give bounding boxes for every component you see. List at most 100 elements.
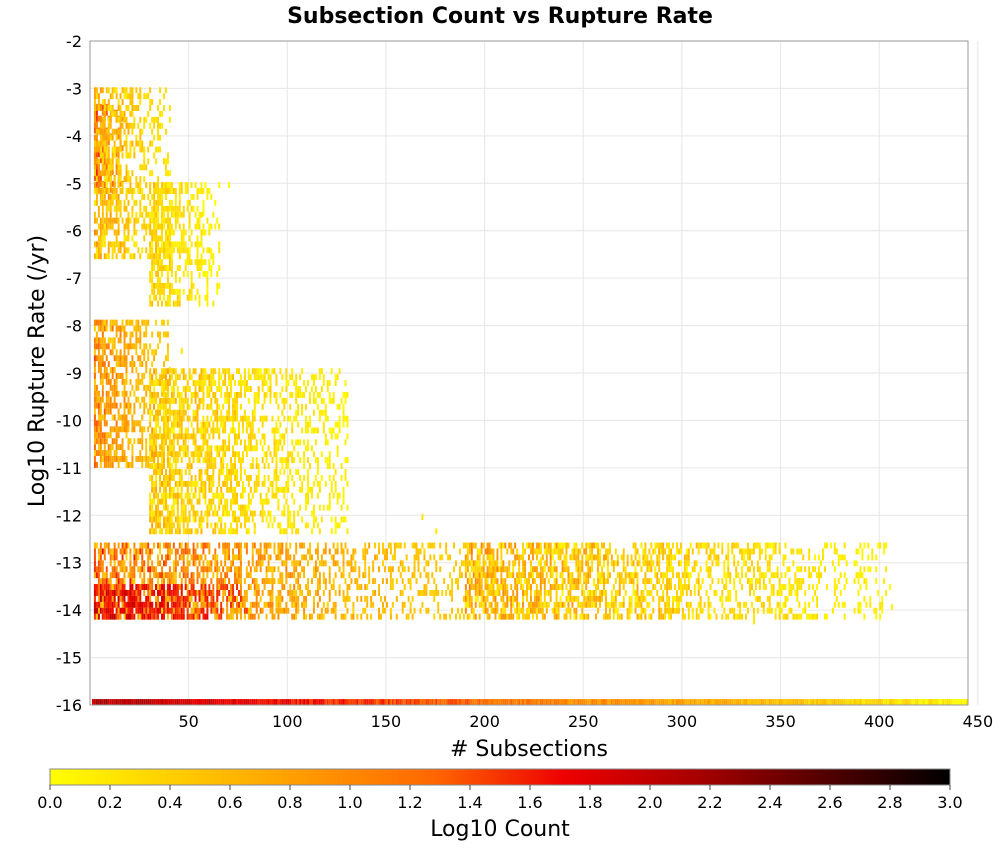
heatmap-cell [297,403,300,410]
heatmap-cell [295,595,298,602]
heatmap-cell [117,133,120,140]
heatmap-cell [212,463,215,470]
heatmap-cell [151,516,154,523]
heatmap-cell [338,566,341,573]
heatmap-cell [153,613,156,620]
heatmap-cell [486,554,489,561]
heatmap-cell [139,188,142,194]
heatmap-cell [172,386,175,392]
heatmap-cell [131,140,134,147]
heatmap-cell [202,613,205,620]
heatmap-cell [425,607,428,614]
heatmap-cell [161,199,164,206]
heatmap-cell [243,578,246,585]
heatmap-cell [129,93,132,100]
heatmap-cell [135,560,138,567]
heatmap-cell [184,439,187,446]
heatmap-cell [97,205,100,212]
heatmap-cell [198,613,201,620]
heatmap-cell [344,415,347,422]
heatmap-cell [249,607,252,614]
heatmap-cell [151,522,154,529]
heatmap-cell [239,391,242,398]
heatmap-cell [259,560,262,567]
heatmap-cell [157,391,160,398]
heatmap-cell [186,386,189,392]
heatmap-cell [151,288,154,295]
heatmap-cell [109,182,112,189]
heatmap-cell [163,572,165,579]
heatmap-cell [216,492,219,499]
heatmap-cell [153,288,156,295]
heatmap-cell [145,182,148,189]
heatmap-cell [166,461,169,468]
heatmap-cell [206,542,209,549]
heatmap-cell [151,578,154,585]
heatmap-cell [334,613,337,620]
heatmap-cell [267,368,270,375]
heatmap-cell [395,595,398,602]
heatmap-cell [182,241,185,248]
heatmap-cell [232,560,235,567]
heatmap-cell [176,439,179,446]
heatmap-cell [166,492,169,499]
heatmap-cell [289,554,292,561]
heatmap-cell [145,548,148,555]
heatmap-cell [307,457,310,464]
heatmap-cell [196,415,199,422]
heatmap-cell [168,516,171,523]
heatmap-cell [97,589,100,596]
heatmap-cell [123,542,126,549]
heatmap-cell [324,415,327,422]
heatmap-cell [616,572,619,579]
heatmap-cell [163,433,165,440]
heatmap-cell [208,457,211,464]
heatmap-cell [385,548,388,555]
heatmap-cell [159,548,162,555]
heatmap-cell [111,253,114,260]
heatmap-cell [145,384,148,391]
heatmap-cell [210,403,213,410]
heatmap-cell [178,241,181,248]
heatmap-cell [157,271,160,277]
heatmap-cell [218,578,221,585]
heatmap-cell [259,492,262,499]
heatmap-cell [622,548,625,555]
heatmap-cell [166,368,169,375]
heatmap-cell [119,337,122,344]
heatmap-cell [125,390,128,397]
heatmap-cell [419,548,422,555]
heatmap-cell [433,589,436,596]
heatmap-cell [97,164,100,171]
heatmap-cell [569,584,572,590]
heatmap-cell [105,584,108,590]
heatmap-cell [125,235,128,242]
heatmap-cell [121,390,124,397]
heatmap-cell [283,510,286,517]
heatmap-cell [364,584,367,590]
heatmap-cell [316,554,319,561]
heatmap-cell [180,247,183,254]
heatmap-cell [291,439,294,446]
heatmap-cell [166,253,169,260]
heatmap-cell [151,116,154,123]
heatmap-cell [115,193,118,200]
heatmap-cell [309,415,311,422]
heatmap-cell [504,578,507,585]
heatmap-cell [113,146,116,153]
heatmap-cell [135,241,138,248]
heatmap-cell [243,368,246,375]
heatmap-cell [186,247,189,254]
heatmap-cell [161,463,164,470]
heatmap-cell [117,247,120,254]
heatmap-cell [194,589,197,596]
heatmap-cell [186,522,189,529]
heatmap-cell [145,319,148,326]
heatmap-cell [145,438,148,445]
heatmap-cell [178,247,181,254]
heatmap-cell [103,444,106,451]
heatmap-cell [163,439,165,446]
heatmap-cell [129,554,132,561]
heatmap-cell [486,566,489,573]
heatmap-cell [121,361,124,368]
